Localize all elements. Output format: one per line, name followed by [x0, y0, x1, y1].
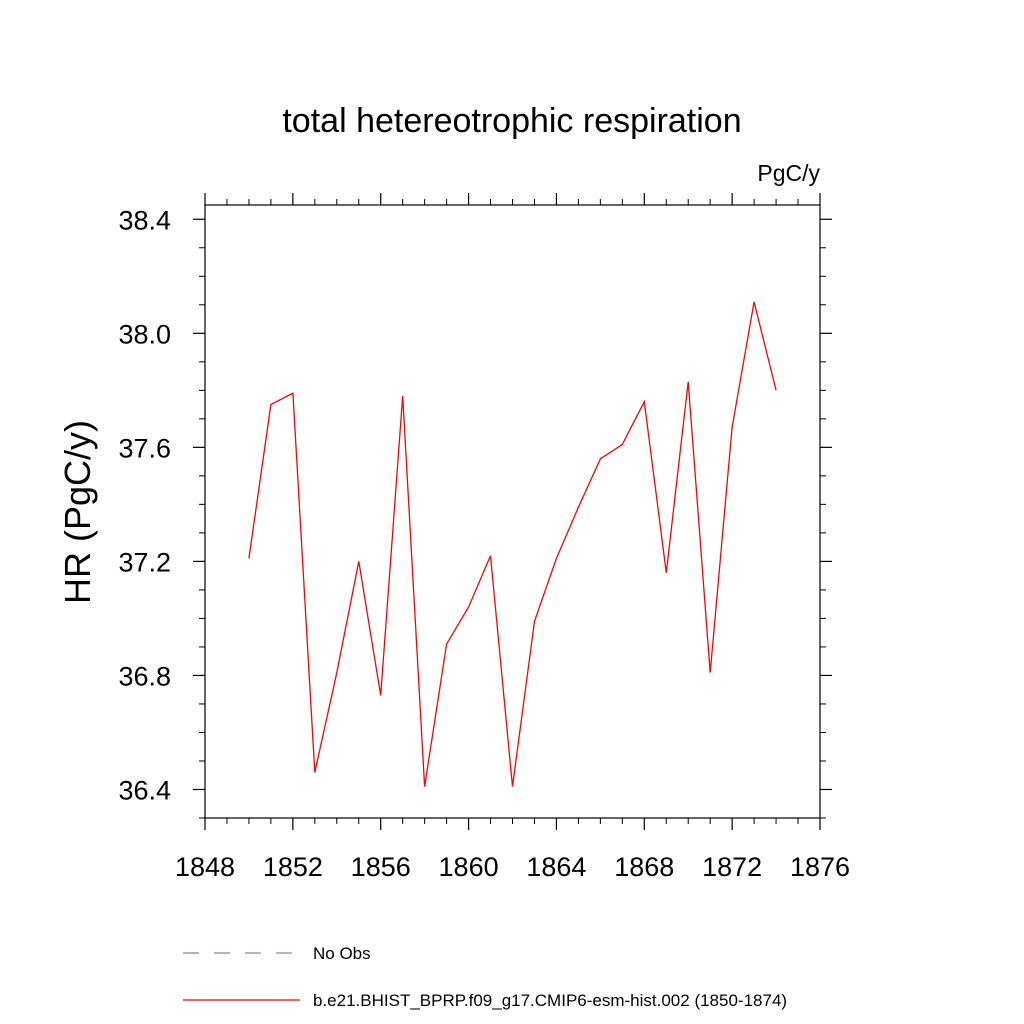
x-tick-label: 1848	[175, 852, 235, 882]
y-tick-label: 36.8	[118, 661, 171, 691]
axis-ticks	[193, 193, 832, 830]
series-layer	[248, 301, 777, 787]
plot-frame	[204, 204, 821, 819]
y-tick-label: 37.2	[118, 547, 171, 577]
y-tick-label: 36.4	[118, 775, 171, 805]
y-tick-label: 37.6	[118, 433, 171, 463]
axis-tick-labels: 1848 1852 1856 1860 1864 1868 1872 1876 36.4 36.8…	[118, 205, 850, 882]
x-tick-label: 1868	[614, 852, 674, 882]
legend-label: No Obs	[313, 944, 371, 963]
legend: No Obs b.e21.BHIST_BPRP.f09_g17.CMIP6-esm…	[183, 944, 787, 1010]
x-tick-label: 1872	[702, 852, 762, 882]
y-tick-label: 38.4	[118, 205, 171, 235]
series-line	[248, 301, 777, 787]
x-tick-label: 1852	[263, 852, 323, 882]
legend-label: b.e21.BHIST_BPRP.f09_g17.CMIP6-esm-hist.…	[313, 991, 787, 1010]
chart-title: total hetereotrophic respiration	[282, 102, 741, 140]
y-tick-label: 38.0	[118, 319, 171, 349]
x-tick-label: 1864	[526, 852, 586, 882]
x-tick-label: 1876	[790, 852, 850, 882]
units-label: PgC/y	[757, 160, 820, 186]
x-tick-label: 1856	[351, 852, 411, 882]
y-axis-label: HR (PgC/y)	[57, 420, 98, 604]
x-tick-label: 1860	[439, 852, 499, 882]
